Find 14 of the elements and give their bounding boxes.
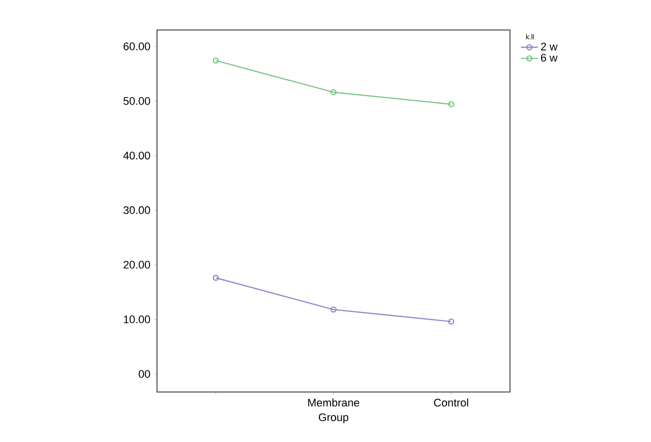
y-tick-label: 10.00 bbox=[124, 315, 150, 324]
point bbox=[330, 89, 337, 96]
x-tick-label: Membrane bbox=[308, 398, 360, 407]
y-tick-label: 30.00 bbox=[123, 206, 150, 214]
y-tick-label: 40.00 bbox=[123, 152, 150, 160]
legend-label: 6 w bbox=[541, 54, 558, 62]
point bbox=[330, 306, 337, 313]
legend-label: 2 w bbox=[541, 42, 558, 50]
y-tick-label: 60.00 bbox=[124, 42, 150, 50]
y-tick-label: 00 bbox=[138, 370, 150, 378]
x-tick-label: Control bbox=[434, 398, 468, 407]
y-tick-label: 50.00 bbox=[124, 97, 150, 105]
x-axis-title: Group bbox=[318, 413, 348, 424]
y-tick-label: 20.00 bbox=[124, 260, 150, 269]
